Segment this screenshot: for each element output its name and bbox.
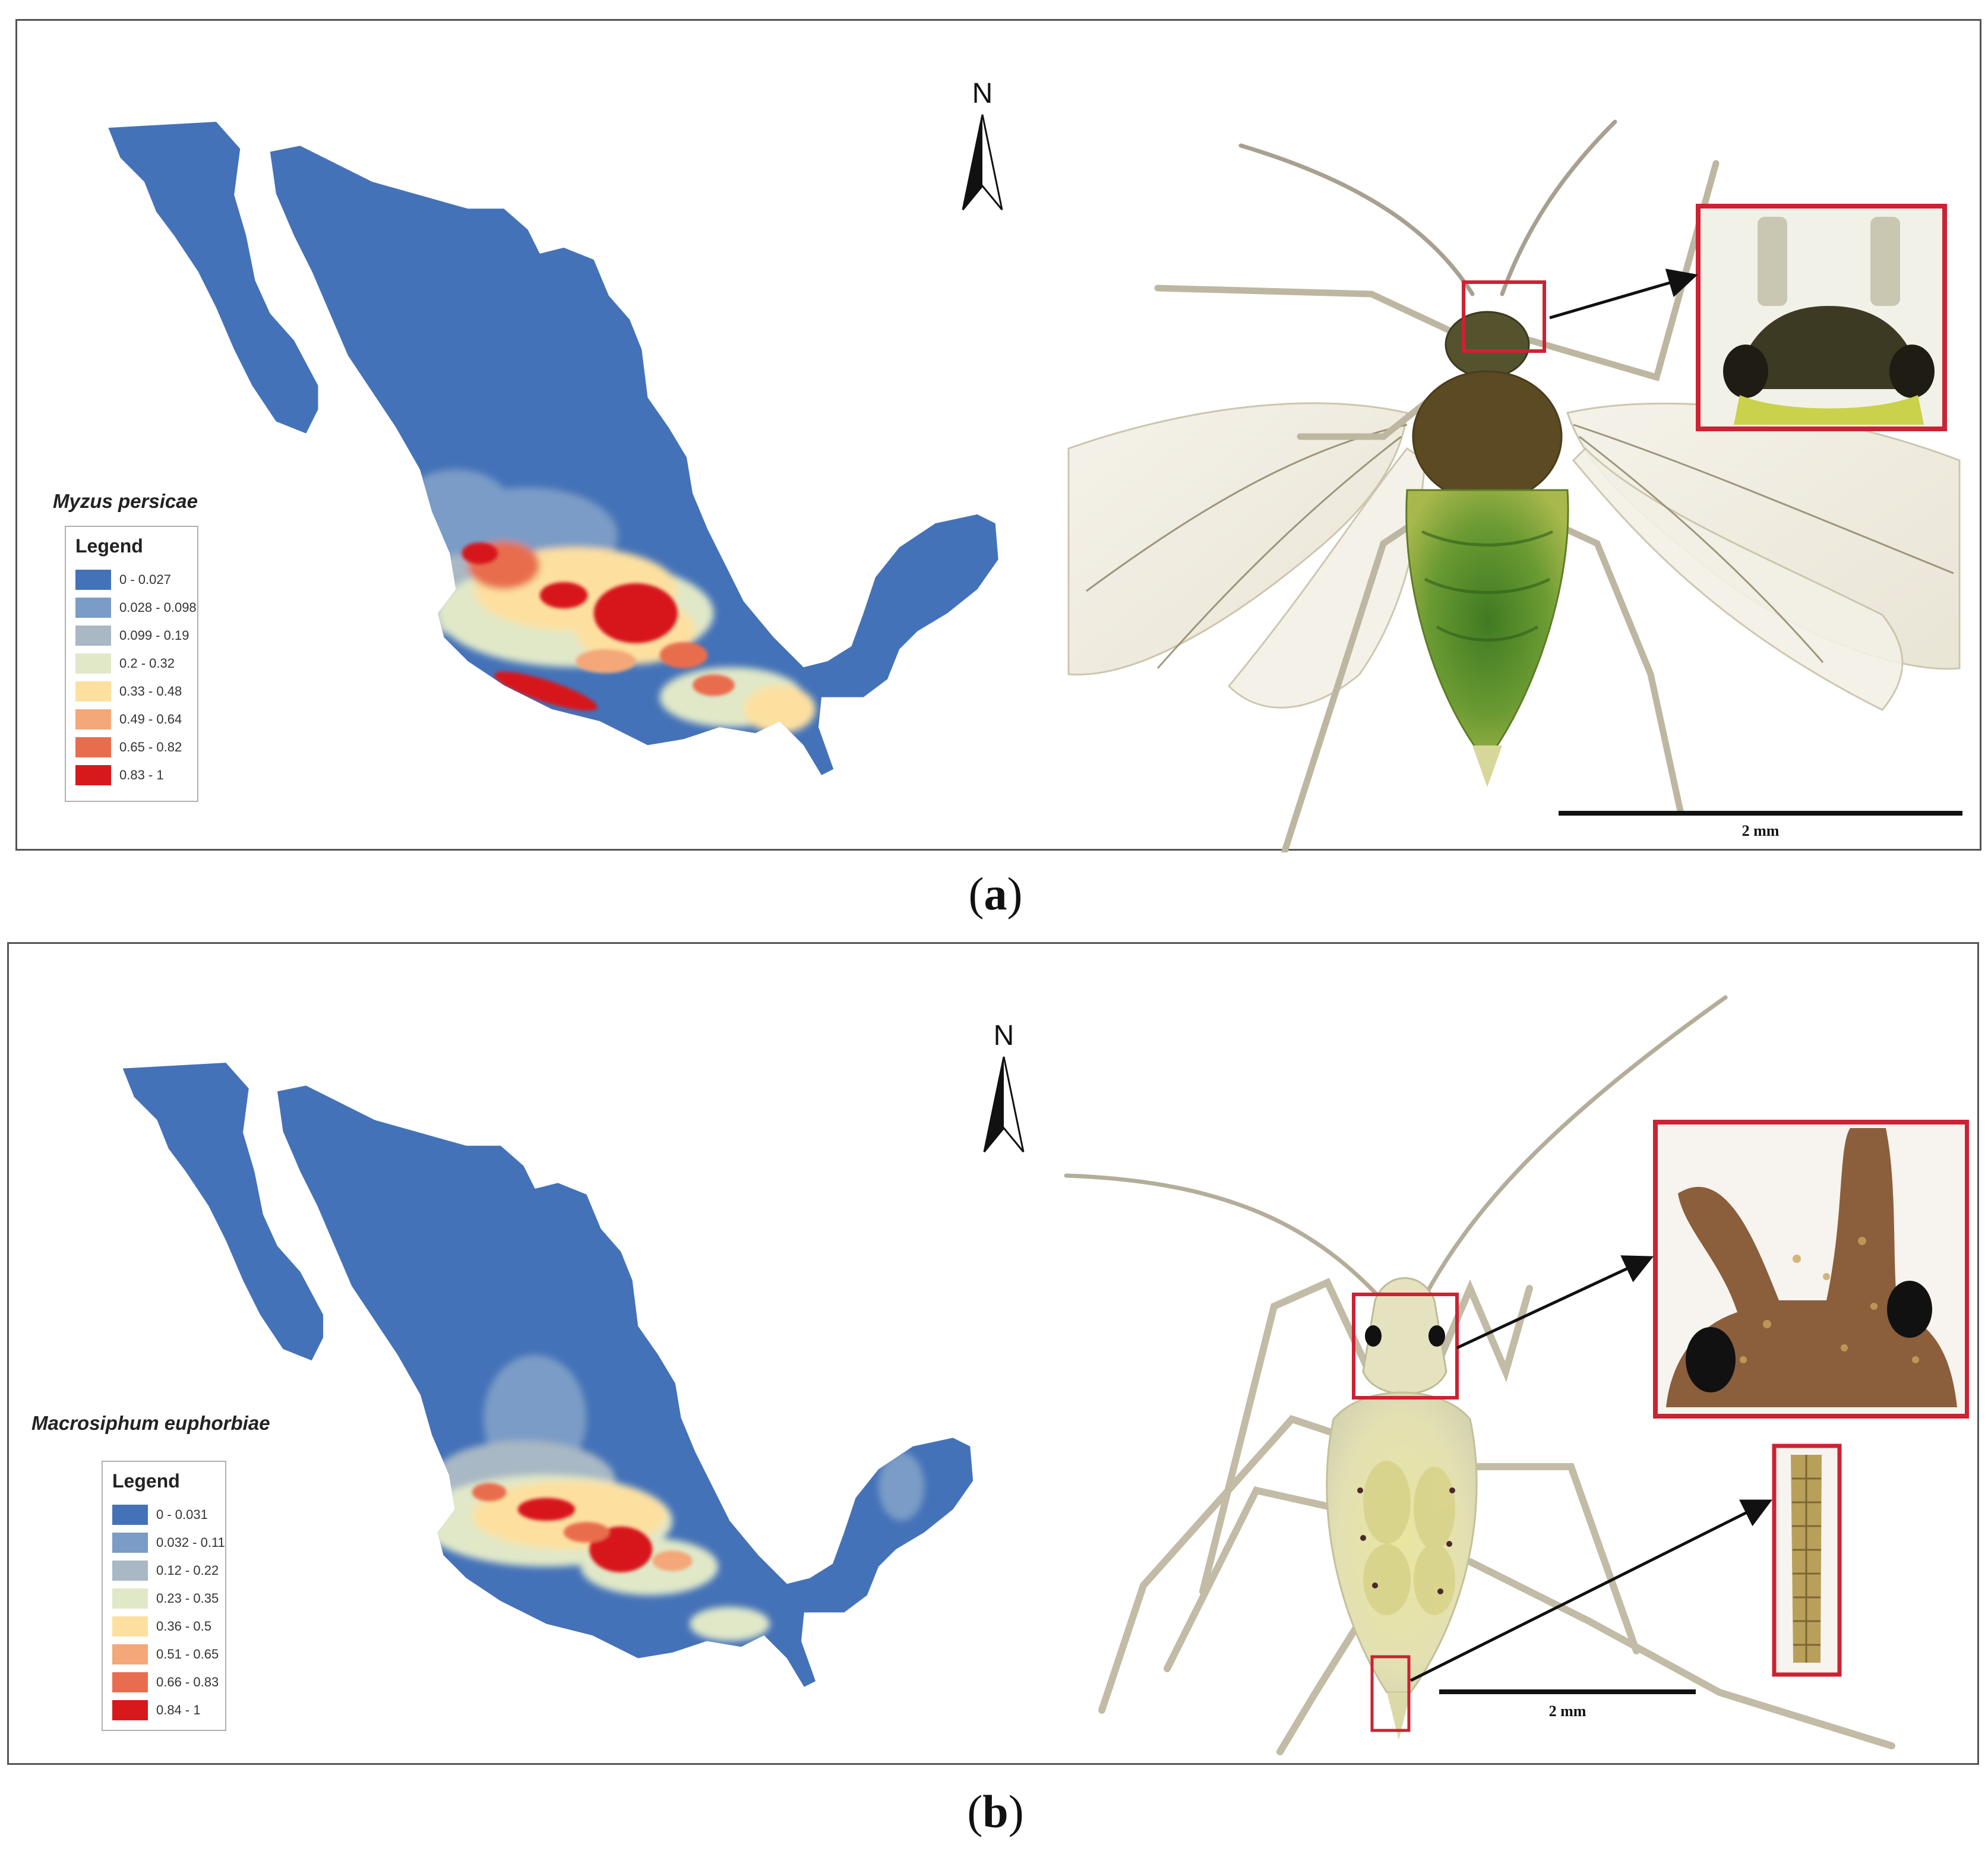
north-label-a: N	[972, 78, 993, 109]
legend-swatch	[112, 1532, 148, 1553]
legend-swatch	[75, 681, 111, 702]
legend-item: 0.032 - 0.11	[112, 1528, 225, 1556]
legend-item: 0.83 - 1	[75, 761, 188, 789]
subfigure-label-b: (b)	[967, 1786, 1024, 1837]
north-arrow-a: N	[962, 78, 1003, 210]
legend-item: 0.51 - 0.65	[112, 1640, 219, 1668]
map-legend-a: Legend 0 - 0.027 0.028 - 0.098 0.099 - 0…	[65, 526, 198, 802]
legend-swatch	[75, 597, 111, 618]
mexico-landmass	[108, 122, 998, 775]
legend-item: 0.84 - 1	[112, 1696, 216, 1724]
legend-label: 0 - 0.027	[119, 571, 171, 587]
legend-label: 0.099 - 0.19	[119, 627, 189, 643]
north-label-b: N	[994, 1020, 1014, 1051]
legend-item: 0.49 - 0.64	[75, 705, 188, 733]
distribution-map-b	[122, 1063, 974, 1687]
legend-label: 0.65 - 0.82	[119, 739, 182, 754]
legend-item: 0.099 - 0.19	[75, 621, 189, 649]
scale-label-b: 2 mm	[1549, 1702, 1586, 1720]
legend-item: 0.028 - 0.098	[75, 593, 197, 621]
legend-swatch	[112, 1588, 148, 1609]
legend-item: 0 - 0.027	[75, 566, 188, 593]
legend-label: 0.33 - 0.48	[119, 683, 182, 699]
aphid-photo-b: 2 mm	[1064, 995, 1969, 1755]
legend-item: 0.23 - 0.35	[112, 1584, 219, 1612]
legend-swatch	[112, 1672, 148, 1692]
legend-label: 0.23 - 0.35	[156, 1590, 219, 1606]
scale-bar-b: 2 mm	[1439, 1689, 1696, 1720]
legend-label: 0.49 - 0.64	[119, 711, 182, 726]
scale-bar-a: 2 mm	[1559, 811, 1962, 839]
legend-swatch	[75, 737, 111, 757]
legend-item: 0.33 - 0.48	[75, 677, 188, 705]
legend-item: 0.66 - 0.83	[112, 1668, 219, 1696]
legend-swatch	[112, 1504, 148, 1525]
legend-item: 0.65 - 0.82	[75, 733, 188, 761]
legend-label: 0.032 - 0.11	[156, 1534, 225, 1550]
panel-a: Myzus persicae Legend 0 - 0.027 0.028 - …	[15, 19, 1981, 852]
legend-swatch	[75, 653, 111, 674]
legend-swatch	[75, 569, 111, 590]
legend-swatch	[112, 1560, 148, 1581]
mexico-landmass	[122, 1063, 974, 1687]
subfigure-label-a: (a)	[968, 868, 1023, 920]
panel-b: Macrosiphum euphorbiae Legend 0 - 0.031 …	[7, 942, 1979, 1765]
legend-title-a: Legend	[75, 535, 143, 557]
legend-swatch	[75, 709, 111, 729]
legend-label: 0.2 - 0.32	[119, 655, 175, 671]
legend-label: 0.83 - 1	[119, 767, 164, 782]
legend-swatch	[112, 1616, 148, 1637]
legend-item: 0.12 - 0.22	[112, 1556, 219, 1584]
legend-title-b: Legend	[112, 1470, 180, 1492]
legend-label: 0 - 0.031	[156, 1506, 208, 1522]
legend-label: 0.84 - 1	[156, 1702, 201, 1717]
scale-label-a: 2 mm	[1742, 822, 1780, 839]
legend-label: 0.12 - 0.22	[156, 1562, 219, 1578]
legend-item: 0 - 0.031	[112, 1501, 216, 1528]
species-name-b: Macrosiphum euphorbiae	[31, 1412, 270, 1434]
distribution-map-a	[108, 122, 998, 775]
legend-swatch	[75, 625, 111, 646]
aphid-photo-a: 2 mm	[1067, 119, 1962, 852]
legend-swatch	[112, 1644, 148, 1664]
legend-swatch	[112, 1700, 148, 1720]
legend-item: 0.36 - 0.5	[112, 1612, 216, 1640]
legend-label: 0.36 - 0.5	[156, 1618, 211, 1634]
north-arrow-b: N	[983, 1020, 1025, 1152]
legend-label: 0.51 - 0.65	[156, 1646, 219, 1662]
species-name-a: Myzus persicae	[53, 490, 198, 512]
map-legend-b: Legend 0 - 0.031 0.032 - 0.11 0.12 - 0.2…	[102, 1461, 226, 1731]
legend-item: 0.2 - 0.32	[75, 649, 188, 677]
legend-label: 0.66 - 0.83	[156, 1674, 219, 1689]
legend-swatch	[75, 765, 111, 785]
legend-label: 0.028 - 0.098	[119, 599, 197, 615]
